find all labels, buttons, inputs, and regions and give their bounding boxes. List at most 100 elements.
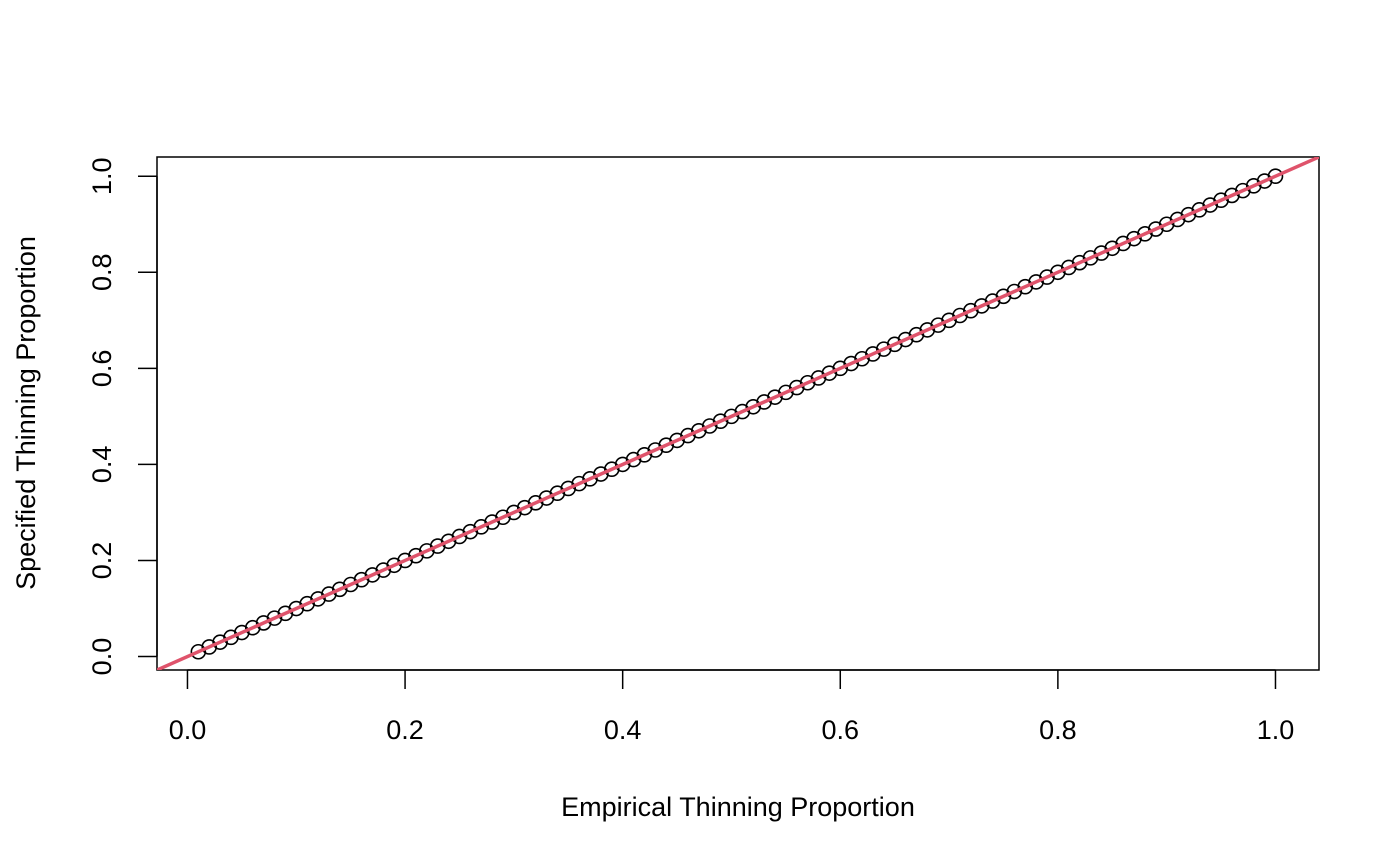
data-point bbox=[331, 581, 348, 598]
data-point bbox=[1235, 182, 1251, 199]
data-point bbox=[1082, 250, 1099, 266]
data-point bbox=[342, 576, 359, 593]
data-point bbox=[680, 427, 696, 444]
data-point bbox=[1028, 274, 1044, 290]
data-point bbox=[767, 389, 783, 405]
y-tick-label: 0.8 bbox=[87, 254, 117, 292]
data-point bbox=[603, 461, 620, 478]
data-point bbox=[495, 509, 511, 526]
data-point bbox=[1126, 230, 1142, 247]
data-point bbox=[1158, 216, 1175, 233]
data-point bbox=[190, 643, 207, 660]
data-point bbox=[1060, 259, 1077, 276]
data-point bbox=[1267, 168, 1284, 185]
data-point bbox=[506, 504, 522, 521]
data-point bbox=[560, 480, 577, 497]
data-point bbox=[1202, 197, 1218, 213]
data-point bbox=[419, 543, 435, 559]
y-tick-label: 0.4 bbox=[87, 446, 117, 484]
data-point bbox=[647, 442, 664, 458]
data-point bbox=[973, 298, 990, 314]
data-point bbox=[234, 624, 250, 641]
data-point bbox=[1039, 269, 1055, 285]
data-point bbox=[364, 567, 381, 583]
data-point bbox=[691, 422, 707, 439]
data-point bbox=[701, 418, 718, 434]
data-point bbox=[854, 350, 870, 367]
data-point bbox=[875, 341, 892, 357]
points-layer bbox=[190, 168, 1284, 660]
data-point bbox=[571, 475, 587, 492]
data-point bbox=[1213, 192, 1229, 209]
data-point bbox=[310, 591, 326, 607]
data-point bbox=[375, 562, 392, 578]
data-point bbox=[843, 355, 859, 372]
x-tick-label: 1.0 bbox=[1257, 715, 1295, 745]
data-point bbox=[429, 538, 446, 554]
data-point bbox=[799, 374, 816, 391]
data-point bbox=[658, 437, 674, 454]
x-tick-label: 0.2 bbox=[386, 715, 424, 745]
data-point bbox=[299, 595, 315, 612]
data-point bbox=[321, 586, 337, 602]
data-point bbox=[1180, 206, 1197, 223]
data-point bbox=[778, 384, 794, 401]
data-point bbox=[1093, 245, 1110, 261]
data-point bbox=[963, 302, 979, 319]
data-point bbox=[484, 514, 500, 530]
data-point bbox=[1137, 226, 1153, 242]
data-point bbox=[212, 634, 228, 650]
data-point bbox=[908, 326, 925, 343]
data-point bbox=[462, 523, 479, 540]
y-tick-label: 0.0 bbox=[87, 638, 117, 676]
data-point bbox=[353, 571, 370, 588]
data-point bbox=[723, 408, 740, 425]
data-point bbox=[625, 451, 642, 468]
data-point bbox=[1050, 264, 1066, 281]
y-tick-label: 1.0 bbox=[87, 157, 117, 195]
x-tick-label: 0.0 bbox=[169, 715, 207, 745]
data-point bbox=[386, 557, 402, 574]
data-point bbox=[538, 490, 555, 506]
data-point bbox=[897, 331, 914, 348]
data-point bbox=[886, 336, 903, 353]
data-point bbox=[266, 610, 283, 626]
data-point bbox=[397, 552, 413, 569]
y-axis: 0.0 0.2 0.4 0.6 0.8 1.0 bbox=[87, 157, 158, 676]
data-point bbox=[1115, 235, 1131, 252]
data-point bbox=[549, 485, 566, 502]
y-axis-label: Specified Thinning Proportion bbox=[11, 236, 41, 590]
data-point bbox=[919, 322, 936, 338]
data-point bbox=[745, 398, 762, 415]
data-point bbox=[1191, 202, 1208, 218]
data-point bbox=[527, 495, 544, 511]
data-point bbox=[636, 447, 653, 463]
data-point bbox=[277, 605, 294, 622]
data-point bbox=[1224, 187, 1240, 204]
data-point bbox=[440, 533, 457, 550]
data-point bbox=[712, 413, 729, 429]
data-point bbox=[201, 639, 218, 655]
data-point bbox=[865, 346, 881, 362]
data-point bbox=[756, 394, 772, 410]
x-axis: 0.0 0.2 0.4 0.6 0.8 1.0 bbox=[169, 669, 1295, 745]
data-point bbox=[614, 456, 631, 473]
data-point bbox=[832, 360, 849, 377]
data-point bbox=[1147, 221, 1164, 237]
data-point bbox=[1017, 278, 1034, 295]
data-point bbox=[1256, 173, 1273, 189]
data-point bbox=[734, 403, 751, 420]
data-point bbox=[669, 432, 685, 449]
data-point bbox=[810, 370, 827, 386]
x-axis-label: Empirical Thinning Proportion bbox=[561, 792, 915, 822]
reference-line bbox=[157, 157, 1319, 670]
data-point bbox=[821, 365, 838, 381]
data-point bbox=[255, 615, 272, 631]
data-point bbox=[288, 600, 305, 617]
x-tick-label: 0.8 bbox=[1039, 715, 1077, 745]
data-point bbox=[788, 379, 805, 396]
data-point bbox=[984, 293, 1001, 309]
data-point bbox=[473, 519, 490, 535]
y-tick-label: 0.2 bbox=[87, 542, 117, 580]
